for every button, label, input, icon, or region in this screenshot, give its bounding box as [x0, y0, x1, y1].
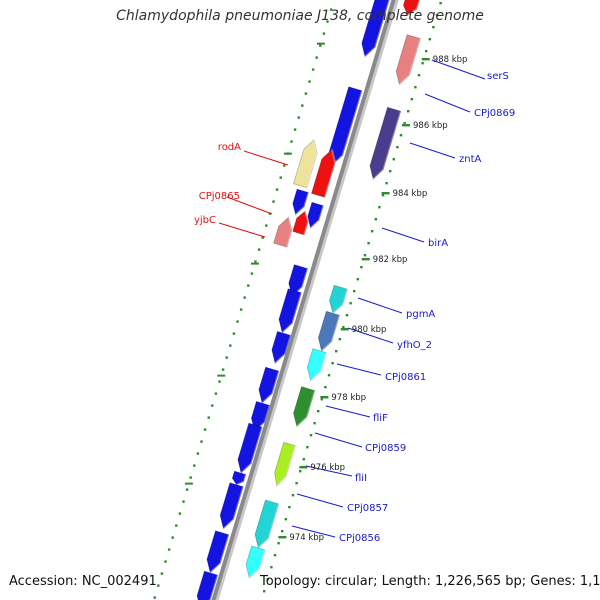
gene-arrow [273, 216, 294, 248]
gene-leader-line [357, 297, 403, 314]
coordinate-label: 976 kbp [310, 463, 345, 473]
gene-arrow [402, 0, 422, 17]
left-tick-track [153, 8, 333, 599]
gene-arrow [317, 310, 341, 352]
gene-arrow [292, 138, 319, 189]
gene-leader-line [226, 196, 273, 215]
gene-arrow [369, 106, 402, 180]
gene-label: birA [428, 238, 448, 249]
gene-leader-line [336, 363, 382, 376]
coordinate-label: 982 kbp [373, 255, 408, 265]
gene-label: fliF [373, 413, 388, 424]
coordinate-label: 978 kbp [331, 393, 366, 403]
gene-label: zntA [459, 154, 482, 165]
gene-leader-line [296, 493, 344, 508]
gene-label: CPj0865 [199, 191, 240, 202]
gene-leader-line [431, 59, 486, 80]
gene-label: CPj0857 [347, 503, 388, 514]
accession-text: Accession: NC_002491 [9, 574, 157, 589]
gene-arrow [254, 499, 280, 549]
gene-leader-line [325, 405, 371, 418]
gene-label: yjbC [194, 215, 216, 226]
gene-leader-line [218, 222, 266, 238]
gene-label: CPj0861 [385, 372, 426, 383]
gene-leader-line [291, 525, 336, 538]
coordinate-label: 986 kbp [413, 121, 448, 131]
gene-leader-line [424, 93, 471, 113]
coordinate-label: 988 kbp [433, 55, 468, 65]
coordinate-label: 974 kbp [289, 533, 324, 543]
gene-arrow [310, 148, 337, 198]
gene-label: rodA [218, 142, 241, 153]
gene-arrow [307, 201, 325, 229]
gene-arrow [306, 348, 328, 382]
gene-arrow [278, 288, 303, 334]
gene-leader-line [305, 465, 353, 477]
gene-arrow [292, 210, 310, 236]
gene-leader-line [381, 227, 425, 243]
genome-backbone [211, 0, 396, 600]
gene-arrow [245, 545, 266, 579]
gene-arrow [361, 0, 394, 58]
gene-label: pgmA [406, 309, 435, 320]
gene-label: yfhO_2 [397, 340, 432, 351]
gene-arrow [292, 188, 310, 216]
coordinate-label: 984 kbp [393, 189, 428, 199]
gene-leader-line [347, 327, 394, 344]
gene-arrow [206, 530, 230, 574]
coordinate-label: 980 kbp [352, 325, 387, 335]
gene-arrow [237, 422, 264, 474]
gene-leader-line [243, 150, 289, 166]
gene-leader-line [314, 432, 363, 448]
gene-label: CPj0859 [365, 443, 406, 454]
gene-arrow [231, 470, 247, 486]
gene-arrow [274, 441, 297, 487]
gene-arrow [328, 284, 349, 314]
gene-label: serS [487, 71, 509, 82]
map-title: Chlamydophila pneumoniae J138, complete … [116, 8, 484, 24]
gene-arrow [258, 366, 280, 404]
gene-label: CPj0869 [474, 108, 515, 119]
gene-label: CPj0856 [339, 533, 380, 544]
gene-arrow [395, 34, 422, 86]
gene-label: fliI [355, 473, 367, 484]
gene-arrow [293, 386, 316, 428]
gene-arrow [219, 482, 245, 530]
genome-summary-text: Topology: circular; Length: 1,226,565 bp… [260, 574, 600, 589]
gene-leader-line [409, 142, 456, 159]
right-tick-track [263, 2, 442, 593]
